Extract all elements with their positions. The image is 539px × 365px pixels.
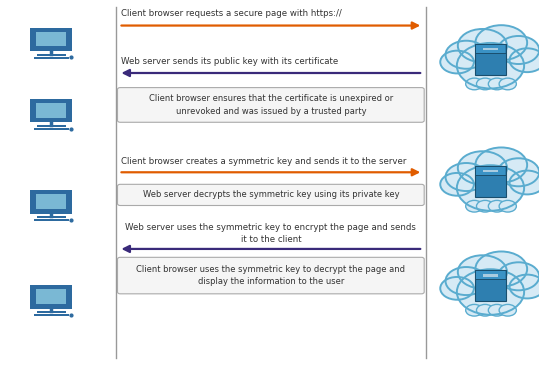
FancyBboxPatch shape [118,184,424,205]
FancyBboxPatch shape [483,48,498,50]
Text: Client browser uses the symmetric key to decrypt the page and
display the inform: Client browser uses the symmetric key to… [136,265,405,286]
Circle shape [440,277,474,300]
Circle shape [457,43,524,88]
Circle shape [509,48,539,72]
FancyBboxPatch shape [30,28,72,51]
FancyBboxPatch shape [30,99,72,122]
Circle shape [498,262,539,290]
Circle shape [440,173,474,196]
Circle shape [458,151,507,185]
Circle shape [498,158,539,186]
Circle shape [488,78,506,90]
Circle shape [446,41,487,69]
Circle shape [476,78,494,90]
Circle shape [499,304,516,316]
FancyBboxPatch shape [483,170,498,173]
Circle shape [458,255,507,289]
FancyBboxPatch shape [483,274,498,277]
Circle shape [446,163,487,191]
FancyBboxPatch shape [30,190,72,214]
FancyBboxPatch shape [34,219,68,221]
Circle shape [466,304,483,316]
FancyBboxPatch shape [475,166,507,197]
FancyBboxPatch shape [476,167,506,175]
Circle shape [466,78,483,90]
Text: Client browser creates a symmetric key and sends it to the server: Client browser creates a symmetric key a… [121,157,406,166]
Circle shape [488,200,506,212]
Text: Client browser ensures that the certificate is unexpired or
unrevoked and was is: Client browser ensures that the certific… [149,94,393,116]
Circle shape [466,200,483,212]
FancyBboxPatch shape [37,125,66,127]
Circle shape [446,267,487,295]
FancyBboxPatch shape [36,103,66,118]
Circle shape [458,29,507,62]
Circle shape [476,200,494,212]
Text: Client browser requests a secure page with https://: Client browser requests a secure page wi… [121,9,342,18]
FancyBboxPatch shape [36,32,66,46]
Circle shape [475,251,527,287]
FancyBboxPatch shape [476,45,506,53]
Circle shape [440,51,474,73]
FancyBboxPatch shape [118,88,424,122]
Text: Web server sends its public key with its certificate: Web server sends its public key with its… [121,57,338,66]
Circle shape [509,274,539,299]
Circle shape [509,170,539,195]
Circle shape [475,25,527,60]
Circle shape [476,304,494,316]
Circle shape [499,78,516,90]
FancyBboxPatch shape [34,57,68,59]
Text: Web server decrypts the symmetric key using its private key: Web server decrypts the symmetric key us… [142,191,399,199]
FancyBboxPatch shape [37,216,66,218]
FancyBboxPatch shape [37,54,66,56]
Circle shape [488,304,506,316]
Circle shape [457,269,524,315]
FancyBboxPatch shape [34,314,68,316]
FancyBboxPatch shape [36,289,66,304]
Circle shape [499,200,516,212]
Circle shape [498,36,539,64]
Circle shape [475,147,527,182]
FancyBboxPatch shape [476,271,506,279]
FancyBboxPatch shape [475,44,507,75]
FancyBboxPatch shape [118,257,424,294]
FancyBboxPatch shape [475,270,507,301]
Circle shape [457,165,524,211]
Text: Web server uses the symmetric key to encrypt the page and sends
it to the client: Web server uses the symmetric key to enc… [126,223,416,244]
FancyBboxPatch shape [36,195,66,209]
FancyBboxPatch shape [37,311,66,313]
FancyBboxPatch shape [30,285,72,308]
FancyBboxPatch shape [34,128,68,130]
